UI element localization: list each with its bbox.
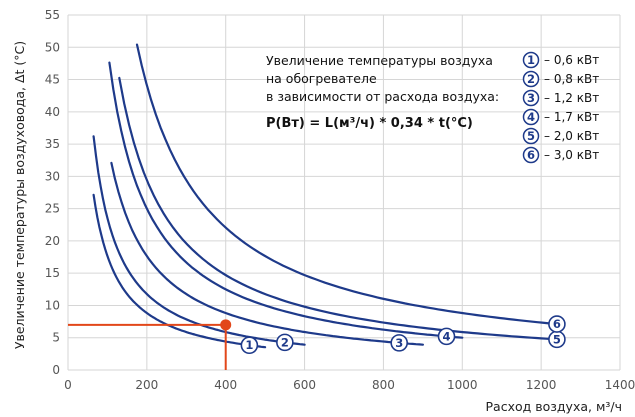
legend-label: – 1,2 кВт: [544, 91, 599, 105]
curve-marker-label: 5: [553, 332, 561, 346]
legend-marker-circle: [522, 51, 540, 69]
y-tick-label: 10: [45, 298, 60, 312]
y-tick-label: 30: [45, 169, 60, 183]
curve-marker-3: 3: [390, 334, 409, 352]
y-tick-label: 0: [52, 363, 60, 377]
x-tick-label: 1000: [447, 378, 478, 392]
legend-marker-label: 4: [527, 110, 535, 124]
curve-marker-circle: [276, 333, 294, 352]
annotation: Увеличение температуры воздуха на обогре…: [266, 53, 499, 131]
legend-marker-circle: [522, 70, 540, 88]
legend-marker-label: 3: [527, 91, 535, 105]
curve-marker-circle: [548, 315, 566, 333]
curve-6: [135, 43, 563, 326]
x-tick-label: 800: [372, 378, 395, 392]
curve-marker-label: 2: [281, 335, 289, 349]
curve-marker-circle: [240, 336, 259, 355]
legend-label: – 0,6 кВт: [544, 53, 599, 67]
x-tick-label: 600: [293, 378, 316, 392]
curve-marker-5: 5: [548, 330, 566, 349]
legend-label: – 0,8 кВт: [544, 72, 599, 86]
curve-markers: 1 2 3 4 56: [240, 315, 566, 355]
x-tick-label: 400: [214, 378, 237, 392]
y-tick-label: 45: [45, 73, 60, 87]
y-tick-label: 20: [45, 234, 60, 248]
legend-label: – 1,7 кВт: [544, 110, 599, 124]
y-tick-label: 50: [45, 40, 60, 54]
y-tick-label: 55: [45, 8, 60, 22]
curve-marker-4: 4: [437, 327, 456, 346]
legend-item-1: 1 – 0,6 кВт: [522, 51, 599, 69]
x-tick-label: 0: [64, 378, 72, 392]
example-lines: [68, 319, 232, 370]
curve-3: [110, 161, 424, 346]
annotation-line-2: на обогревателе: [266, 71, 377, 86]
curve-marker-6: 6: [548, 315, 566, 333]
legend-item-2: 2 – 0,8 кВт: [522, 70, 599, 88]
curve-5: [118, 76, 563, 341]
legend-marker-circle: [522, 127, 540, 145]
legend-item-6: 6 – 3,0 кВт: [522, 146, 599, 164]
x-tick-label: 1400: [605, 378, 635, 392]
y-tick-label: 5: [52, 331, 60, 345]
x-tick-labels: 0 200 400 600 800 1000 1200 1400: [64, 378, 635, 392]
legend: 1 – 0,6 кВт 2 – 0,8 кВт 3 – 1,2 кВт 4 – 1,7 кВт…: [522, 51, 599, 164]
y-tick-label: 35: [45, 137, 60, 151]
curve-marker-label: 6: [553, 317, 561, 331]
x-tick-label: 200: [135, 378, 158, 392]
example-point: [220, 319, 232, 331]
annotation-line-3: в зависимости от расхода воздуха:: [266, 89, 499, 104]
curve-4: [108, 61, 464, 339]
legend-item-5: 5 – 2,0 кВт: [522, 127, 599, 145]
curve-marker-circle: [437, 327, 456, 346]
y-tick-labels: 0 5 10 15 20 25 30 35 40 45 50 55: [45, 8, 60, 377]
x-tick-label: 1200: [526, 378, 557, 392]
curve-marker-label: 4: [443, 329, 451, 343]
legend-marker-label: 5: [527, 129, 535, 143]
legend-marker-label: 2: [527, 72, 535, 86]
y-tick-label: 15: [45, 266, 60, 280]
curve-marker-circle: [390, 334, 409, 352]
legend-marker-circle: [522, 89, 540, 107]
annotation-formula: P(Вт) = L(м³/ч) * 0,34 * t(°C): [266, 116, 473, 131]
y-tick-label: 25: [45, 202, 60, 216]
legend-label: – 2,0 кВт: [544, 129, 599, 143]
y-axis-title: Увеличение температуры воздуховода, Δt (…: [12, 41, 27, 349]
curve-marker-label: 1: [245, 338, 253, 352]
legend-marker-circle: [522, 146, 540, 164]
legend-item-3: 3 – 1,2 кВт: [522, 89, 599, 107]
legend-label: – 3,0 кВт: [544, 148, 599, 162]
curve-marker-1: 1: [240, 336, 259, 355]
legend-marker-label: 1: [527, 53, 535, 67]
legend-item-4: 4 – 1,7 кВт: [522, 108, 599, 126]
y-tick-label: 40: [45, 105, 60, 119]
x-axis-title: Расход воздуха, м³/ч: [486, 399, 622, 414]
annotation-line-1: Увеличение температуры воздуха: [266, 53, 493, 68]
curve-1: [92, 193, 267, 349]
curve-marker-2: 2: [276, 333, 294, 352]
legend-marker-label: 6: [527, 148, 535, 162]
legend-marker-circle: [522, 108, 540, 126]
curve-marker-label: 3: [395, 336, 403, 350]
